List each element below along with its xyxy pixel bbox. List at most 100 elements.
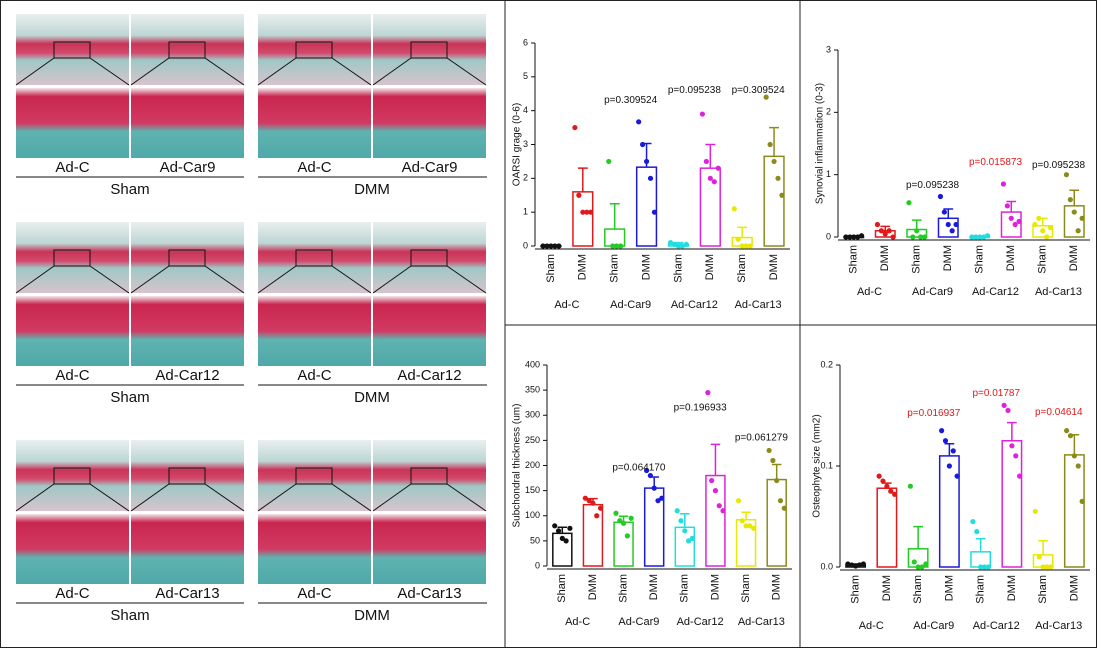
zoom-line <box>446 57 487 86</box>
histology-overview <box>373 440 486 511</box>
error-bar <box>741 511 751 520</box>
zoom-line <box>15 265 55 294</box>
data-point <box>981 234 987 240</box>
group-label: Ad-Car9 <box>618 616 659 628</box>
histology-overview <box>258 14 371 85</box>
data-point <box>613 510 619 516</box>
data-point <box>747 243 753 249</box>
data-point <box>779 192 785 198</box>
image-label: Ad-Car9 <box>160 159 216 176</box>
data-point <box>918 234 924 240</box>
data-point <box>775 175 781 181</box>
data-point <box>874 221 881 228</box>
data-point <box>743 243 749 249</box>
data-point <box>618 243 624 249</box>
group-label: Ad-C <box>859 620 884 632</box>
data-point <box>655 498 661 504</box>
x-tick-label: Sham <box>850 575 862 604</box>
data-point <box>647 175 654 181</box>
zoom-line <box>331 57 372 86</box>
zoom-line <box>15 57 55 86</box>
data-point <box>544 243 550 249</box>
data-point <box>1013 453 1019 459</box>
group-label: Ad-Car9 <box>912 286 953 298</box>
data-point <box>594 513 600 519</box>
data-point <box>1063 172 1070 178</box>
data-point <box>892 491 898 497</box>
image-label: Ad-C <box>55 585 89 602</box>
data-point <box>1044 564 1050 570</box>
histology-zoom <box>373 88 486 158</box>
data-point <box>617 518 623 524</box>
data-point <box>1075 463 1081 469</box>
data-point <box>884 483 890 489</box>
bar <box>1063 454 1085 568</box>
data-point <box>1071 453 1077 459</box>
group-label: DMM <box>354 181 390 198</box>
error-bar <box>557 526 568 534</box>
x-tick-label: Sham <box>911 245 923 274</box>
histology-zoom <box>16 514 129 584</box>
data-point <box>582 495 588 501</box>
x-tick-label: DMM <box>1068 575 1080 601</box>
data-point <box>1016 218 1022 225</box>
error-bar <box>1007 421 1017 441</box>
data-point <box>974 529 980 535</box>
bar <box>604 228 626 247</box>
data-point <box>876 473 882 479</box>
histology-overview <box>373 14 486 85</box>
data-point <box>552 523 558 529</box>
data-point <box>572 124 578 131</box>
y-tick-label: 1 <box>523 207 528 217</box>
group-label: Ad-Car12 <box>677 616 724 628</box>
bar <box>635 166 658 247</box>
data-point <box>620 520 627 526</box>
error-bar <box>769 126 780 157</box>
data-point <box>950 448 956 454</box>
data-point <box>699 111 706 117</box>
data-point <box>555 528 562 534</box>
p-value: p=0.309524 <box>604 95 658 106</box>
error-bar <box>577 167 588 192</box>
p-value: p=0.064170 <box>612 463 666 474</box>
x-tick-label: DMM <box>768 254 780 280</box>
zoom-box <box>168 41 206 59</box>
x-tick-label: Sham <box>912 575 924 604</box>
data-point <box>735 236 741 242</box>
data-point <box>1040 564 1046 570</box>
x-tick-label: Sham <box>736 254 748 283</box>
x-tick-label: DMM <box>709 574 721 600</box>
histology-zoom <box>131 88 244 158</box>
zoom-line <box>204 57 245 86</box>
y-tick-label: 3 <box>826 44 831 54</box>
data-point <box>954 473 960 479</box>
x-tick-label: DMM <box>640 254 652 280</box>
histology-overview <box>258 440 371 511</box>
data-point <box>1047 225 1054 231</box>
data-point <box>739 243 745 249</box>
group-label: Ad-C <box>857 286 882 298</box>
data-point <box>707 175 713 181</box>
bar <box>1001 440 1023 568</box>
data-point <box>683 241 689 247</box>
group-label: Ad-Car9 <box>913 620 954 632</box>
data-point <box>735 498 742 504</box>
data-point <box>628 515 634 521</box>
error-bar <box>975 537 986 552</box>
x-tick-label: Sham <box>545 254 557 283</box>
y-tick-label: 0.0 <box>820 561 833 571</box>
y-axis-label: Synovial inflammation (0-3) <box>815 83 826 204</box>
x-tick-label: DMM <box>648 574 660 600</box>
data-point <box>540 243 546 249</box>
data-point <box>567 525 573 531</box>
data-point <box>610 243 616 249</box>
data-point <box>556 243 562 249</box>
data-point <box>747 523 753 529</box>
data-point <box>1067 433 1074 439</box>
error-bar <box>771 463 782 480</box>
histology-zoom <box>258 296 371 366</box>
zoom-line <box>331 483 372 512</box>
x-tick-label: DMM <box>943 575 955 601</box>
data-point <box>906 200 912 206</box>
p-value: p=0.309524 <box>732 85 786 96</box>
